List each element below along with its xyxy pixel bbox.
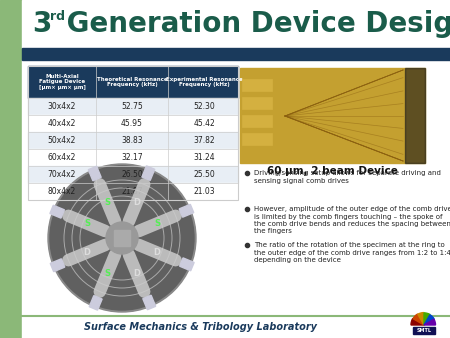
Text: D: D: [153, 248, 161, 257]
FancyBboxPatch shape: [180, 258, 194, 271]
Circle shape: [50, 166, 194, 310]
FancyBboxPatch shape: [50, 205, 64, 218]
Bar: [22, 0, 450, 48]
Text: 32.17: 32.17: [121, 153, 143, 162]
Text: Driving/sensing setup allows for separate driving and
sensing signal comb drives: Driving/sensing setup allows for separat…: [254, 170, 441, 184]
Text: S: S: [154, 219, 160, 228]
Text: However, amplitude of the outer edge of the comb drive
is limited by the comb fi: However, amplitude of the outer edge of …: [254, 206, 450, 235]
Text: SMTL: SMTL: [417, 328, 432, 333]
Text: Generation Device Design: Generation Device Design: [57, 10, 450, 38]
Bar: [28, 149, 238, 166]
Text: 45.95: 45.95: [121, 119, 143, 128]
Bar: [242, 79, 272, 91]
Wedge shape: [424, 313, 430, 325]
Text: 52.75: 52.75: [121, 102, 143, 111]
Bar: [28, 66, 238, 98]
Bar: [242, 133, 272, 145]
Bar: [0, 0, 22, 338]
Bar: [28, 132, 238, 149]
Text: 40x4x2: 40x4x2: [48, 119, 76, 128]
Bar: [242, 115, 272, 127]
Bar: [28, 98, 238, 115]
Bar: [242, 97, 272, 109]
FancyBboxPatch shape: [88, 166, 101, 181]
Text: Experimental Resonance
Frequency (kHz): Experimental Resonance Frequency (kHz): [166, 77, 243, 88]
Text: 52.30: 52.30: [193, 102, 215, 111]
Wedge shape: [424, 319, 436, 325]
Text: The ratio of the rotation of the specimen at the ring to
the outer edge of the c: The ratio of the rotation of the specime…: [254, 242, 450, 263]
Bar: [240, 68, 425, 163]
Text: 45.42: 45.42: [193, 119, 215, 128]
Text: Multi-Axial
Fatigue Device
[μm× μm× μm]: Multi-Axial Fatigue Device [μm× μm× μm]: [39, 74, 86, 90]
Text: 70x4x2: 70x4x2: [48, 170, 76, 179]
Text: S: S: [104, 269, 110, 277]
Text: 60 μm, 2 beam Device: 60 μm, 2 beam Device: [267, 166, 398, 176]
Wedge shape: [413, 314, 424, 325]
Bar: [22, 60, 450, 316]
Text: rd: rd: [50, 10, 65, 24]
Text: 21.03: 21.03: [193, 187, 215, 196]
Text: Theoretical Resonance
Frequency (kHz): Theoretical Resonance Frequency (kHz): [97, 77, 167, 88]
Text: D: D: [133, 269, 140, 277]
Wedge shape: [411, 318, 424, 325]
Text: 31.24: 31.24: [193, 153, 215, 162]
Text: 21.87: 21.87: [121, 187, 143, 196]
Circle shape: [48, 164, 196, 312]
Text: 30x4x2: 30x4x2: [48, 102, 76, 111]
Text: 80x4x2: 80x4x2: [48, 187, 76, 196]
Bar: [405, 68, 425, 163]
Bar: [413, 327, 435, 334]
Text: D: D: [83, 248, 90, 257]
Text: 3: 3: [32, 10, 51, 38]
Text: S: S: [104, 198, 110, 208]
Bar: [28, 183, 238, 200]
Text: 37.82: 37.82: [193, 136, 215, 145]
FancyBboxPatch shape: [143, 295, 156, 310]
Wedge shape: [424, 315, 434, 325]
Bar: [22, 316, 450, 338]
Circle shape: [106, 222, 138, 254]
FancyBboxPatch shape: [142, 166, 155, 180]
FancyBboxPatch shape: [179, 204, 194, 217]
Bar: [28, 115, 238, 132]
Text: D: D: [133, 198, 140, 208]
FancyBboxPatch shape: [50, 259, 65, 272]
Text: 38.83: 38.83: [121, 136, 143, 145]
Bar: [28, 66, 238, 200]
Text: Surface Mechanics & Tribology Laboratory: Surface Mechanics & Tribology Laboratory: [84, 322, 316, 332]
Bar: [22, 48, 450, 60]
Bar: [28, 166, 238, 183]
Bar: [114, 230, 130, 246]
Text: S: S: [84, 219, 90, 228]
Wedge shape: [418, 313, 424, 325]
Text: 26.50: 26.50: [121, 170, 143, 179]
FancyBboxPatch shape: [89, 296, 102, 310]
Text: 25.50: 25.50: [193, 170, 215, 179]
Text: 60x4x2: 60x4x2: [48, 153, 76, 162]
Text: 50x4x2: 50x4x2: [48, 136, 76, 145]
